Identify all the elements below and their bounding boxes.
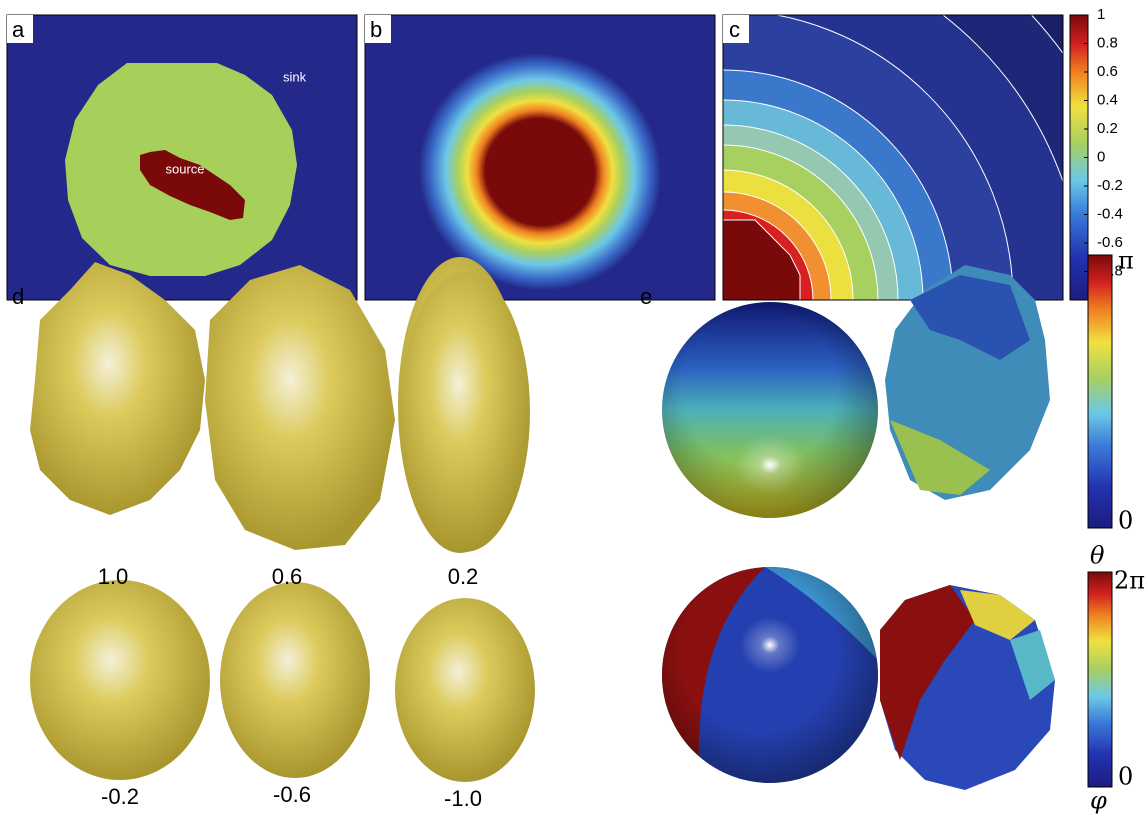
isovalue-label: 1.0: [98, 564, 129, 589]
annotation: source: [165, 161, 204, 176]
colorbar-symbol: φ: [1090, 787, 1107, 815]
panel-d: d 1.0 0.6 0.2 -0.2 -0.6 -1.0: [12, 257, 535, 811]
isovalue-label: -0.2: [101, 784, 139, 809]
colorbar-tick-label: 1: [1097, 6, 1105, 23]
colorbar-tick-label: 0.4: [1097, 91, 1118, 108]
colorbar-tick-label: 0.2: [1097, 120, 1118, 137]
panel-e: e π 0 θ 2π 0 φ: [640, 247, 1145, 815]
colorbar-tick-label: 0: [1097, 148, 1105, 165]
isovalue-label: -1.0: [444, 786, 482, 811]
colorbar-tick-label: -0.2: [1097, 177, 1123, 194]
panel-c: c 10.80.60.40.20-0.2-0.4-0.6-0.8-1: [722, 6, 1123, 308]
colorbar-label: 2π: [1114, 567, 1145, 595]
colorbar-tick-label: -0.6: [1097, 234, 1123, 251]
isovalue-label: 0.2: [448, 564, 479, 589]
colorbar-tick-label: 0.8: [1097, 34, 1118, 51]
isovalue-label: -0.6: [273, 782, 311, 807]
panel-a: sink source a: [6, 14, 358, 301]
panel-label: e: [640, 284, 652, 309]
panel-label: a: [12, 17, 25, 42]
panel-label: c: [729, 17, 740, 42]
panel-label: d: [12, 284, 24, 309]
panel-b: b: [364, 14, 716, 301]
annotation: sink: [283, 69, 307, 84]
isovalue-label: 0.6: [272, 564, 303, 589]
colorbar-label: 0: [1118, 507, 1133, 535]
colorbar-label: 0: [1118, 763, 1133, 791]
colorbar-label: π: [1118, 247, 1134, 275]
panel-label: b: [370, 17, 382, 42]
colorbar-symbol: θ: [1090, 542, 1105, 570]
colorbar-tick-label: 0.6: [1097, 63, 1118, 80]
colorbar-tick-label: -0.4: [1097, 205, 1123, 222]
